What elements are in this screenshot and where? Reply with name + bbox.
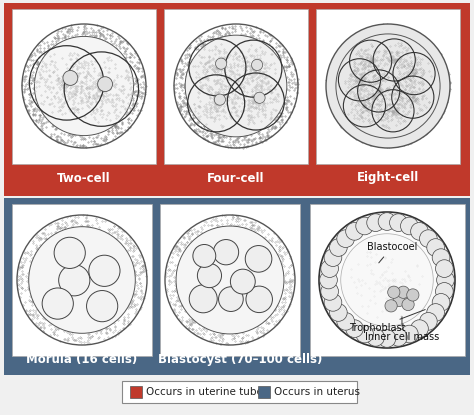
Bar: [316, 9, 460, 164]
Text: Occurs in uterine tube: Occurs in uterine tube: [146, 387, 263, 397]
Bar: [122, 381, 357, 403]
Bar: [164, 9, 308, 164]
Circle shape: [401, 217, 418, 235]
Text: Blastocoel: Blastocoel: [367, 242, 417, 263]
Circle shape: [252, 59, 263, 71]
Text: Morula (16 cells): Morula (16 cells): [27, 352, 137, 366]
Circle shape: [214, 94, 226, 105]
Circle shape: [397, 286, 410, 298]
Circle shape: [216, 58, 227, 69]
Circle shape: [436, 260, 453, 278]
Circle shape: [176, 226, 284, 334]
Circle shape: [432, 293, 450, 311]
Text: Two-cell: Two-cell: [57, 171, 111, 185]
Bar: [310, 204, 465, 356]
Text: Four-cell: Four-cell: [207, 171, 265, 185]
Bar: [12, 204, 152, 356]
Circle shape: [385, 300, 397, 312]
Circle shape: [402, 298, 414, 310]
Circle shape: [98, 77, 112, 92]
Circle shape: [89, 255, 120, 286]
Circle shape: [185, 35, 287, 137]
Text: Inner cell mass: Inner cell mass: [365, 317, 439, 342]
Circle shape: [219, 287, 243, 312]
Circle shape: [390, 329, 407, 346]
Circle shape: [59, 265, 90, 296]
Circle shape: [388, 286, 400, 298]
Circle shape: [319, 212, 455, 348]
Circle shape: [419, 312, 437, 330]
Circle shape: [401, 325, 418, 343]
Circle shape: [378, 212, 396, 230]
Circle shape: [336, 34, 440, 138]
Circle shape: [427, 304, 445, 321]
Circle shape: [193, 244, 216, 267]
Circle shape: [213, 239, 238, 265]
Circle shape: [341, 234, 433, 326]
Circle shape: [427, 239, 445, 256]
Circle shape: [329, 304, 347, 321]
Circle shape: [42, 288, 73, 319]
Circle shape: [321, 260, 338, 278]
Circle shape: [410, 222, 428, 240]
Bar: [160, 204, 300, 356]
Circle shape: [35, 37, 134, 136]
Circle shape: [436, 283, 453, 300]
Circle shape: [437, 271, 454, 289]
Circle shape: [54, 237, 85, 269]
Circle shape: [87, 290, 118, 322]
Circle shape: [390, 214, 407, 232]
Text: Blastocyst (70–100 cells): Blastocyst (70–100 cells): [158, 352, 322, 366]
Circle shape: [254, 92, 265, 103]
Circle shape: [367, 214, 384, 232]
Circle shape: [378, 330, 396, 347]
Bar: [4, 198, 470, 375]
Circle shape: [356, 217, 374, 235]
Circle shape: [63, 71, 78, 85]
Circle shape: [337, 312, 355, 330]
Circle shape: [346, 320, 364, 337]
Circle shape: [356, 325, 374, 343]
Circle shape: [245, 246, 272, 272]
Bar: [4, 3, 470, 196]
Circle shape: [329, 239, 347, 256]
Circle shape: [419, 230, 437, 247]
Circle shape: [197, 264, 221, 288]
Circle shape: [246, 286, 273, 312]
Circle shape: [367, 329, 384, 346]
Bar: [130, 386, 142, 398]
Circle shape: [324, 293, 342, 311]
Circle shape: [321, 283, 338, 300]
Circle shape: [324, 249, 342, 266]
Text: Trophoblast: Trophoblast: [349, 310, 425, 333]
Text: Eight-cell: Eight-cell: [357, 171, 419, 185]
Bar: [258, 386, 270, 398]
Circle shape: [337, 230, 355, 247]
Circle shape: [189, 285, 217, 313]
Circle shape: [326, 24, 450, 148]
Circle shape: [29, 227, 135, 333]
Circle shape: [410, 320, 428, 337]
Text: Occurs in uterus: Occurs in uterus: [274, 387, 360, 397]
Circle shape: [319, 271, 337, 289]
Circle shape: [407, 289, 419, 301]
Bar: [12, 9, 156, 164]
Circle shape: [346, 222, 364, 240]
Circle shape: [432, 249, 450, 266]
Circle shape: [230, 269, 255, 294]
Circle shape: [393, 294, 405, 307]
